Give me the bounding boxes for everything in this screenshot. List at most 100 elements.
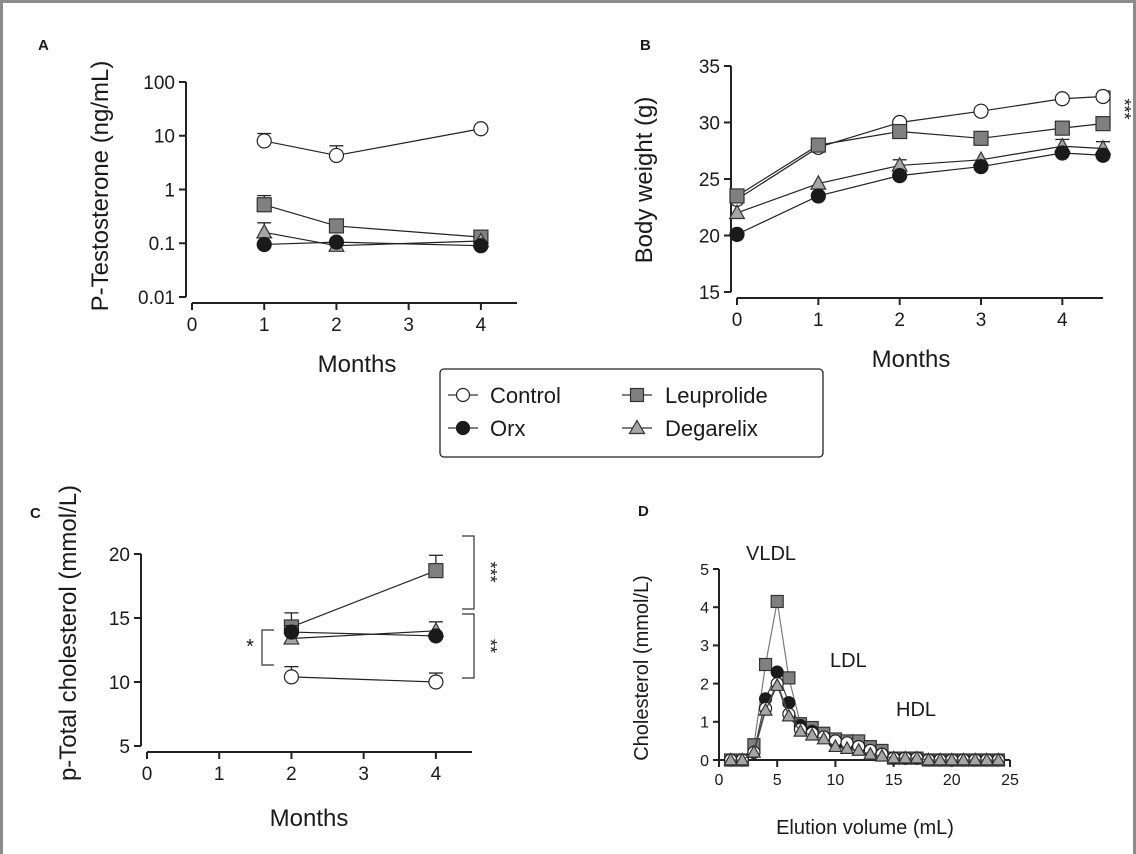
data-point-orx: [729, 226, 745, 242]
data-point-degarelix: [769, 677, 785, 691]
data-point-leuprolide: [782, 671, 796, 685]
panel-b-xtick-label: 2: [894, 310, 905, 331]
sig-label-b: ***: [1114, 98, 1134, 119]
series-line-orx: [291, 631, 436, 637]
panel-d-xlabel: Elution volume (mL): [776, 817, 954, 839]
panel-c-ytick-label: 10: [109, 673, 130, 694]
data-point-orx: [328, 234, 345, 250]
series-degarelix: [723, 677, 1006, 766]
panel-d-ytick-label: 1: [700, 715, 709, 732]
legend-box: [439, 368, 824, 458]
data-point-leuprolide: [973, 130, 989, 146]
panel-d-xtick-label: 15: [885, 772, 903, 789]
data-point-degarelix: [956, 752, 971, 766]
panel-a-ytick-label: 10: [154, 127, 175, 148]
data-point-degarelix: [839, 740, 855, 754]
panel-d-ylabel: Cholesterol (mmol/L): [631, 575, 653, 761]
data-point-leuprolide: [729, 188, 745, 204]
data-point-degarelix: [723, 752, 738, 766]
legend-label-degarelix: Degarelix: [665, 416, 758, 441]
series-line-leuprolide: [291, 570, 437, 628]
panel-b-xtick-label: 1: [813, 310, 824, 331]
panel-c-xtick-label: 2: [286, 764, 297, 785]
panel-a-xtick-label: 4: [476, 315, 487, 336]
panel-a-xtick-label: 0: [187, 315, 198, 336]
data-point-control: [428, 674, 444, 690]
legend-item-leuprolide: Leuprolide: [622, 383, 768, 408]
data-point-degarelix: [728, 203, 746, 220]
data-point-control: [1054, 91, 1070, 107]
data-point-degarelix: [851, 742, 866, 756]
data-point-orx: [973, 158, 989, 175]
sig-bracket-c-upper: ***: [462, 535, 500, 610]
panel-c-xlabel: Months: [270, 805, 349, 832]
panel-c-plot: 5 10 15 20 0 1 2 3 4: [109, 545, 472, 785]
panel-d-xtick-label: 0: [715, 772, 724, 789]
data-point-degarelix: [944, 752, 960, 766]
data-point-control: [256, 133, 272, 149]
data-point-leuprolide: [892, 123, 908, 140]
panel-a-ytick-label: 0.1: [149, 234, 175, 255]
panel-c-ytick-label: 15: [109, 609, 130, 630]
panel-d-xtick-label: 25: [1001, 772, 1019, 789]
panel-d-xtick-label: 5: [773, 772, 782, 789]
data-point-orx: [256, 236, 272, 253]
data-point-leuprolide: [770, 594, 784, 609]
panel-a-plot: 0.01 0.1 1 10 100 0 1 2 3 4: [138, 73, 517, 336]
series-line-leuprolide: [264, 204, 481, 238]
legend-item-control: Control: [448, 383, 561, 408]
legend-label-control: Control: [490, 383, 561, 408]
series-leuprolide: [283, 554, 444, 635]
data-point-control: [328, 147, 345, 164]
data-point-orx: [428, 628, 444, 644]
panel-b-ytick-label: 30: [699, 113, 720, 134]
data-point-orx: [473, 238, 489, 254]
panel-b-xtick-label: 4: [1057, 310, 1068, 331]
panel-c-ylabel: p-Total cholesterol (mmol/L): [55, 485, 82, 781]
panel-c-xtick-label: 3: [358, 764, 369, 785]
ldl-label: LDL: [830, 650, 867, 672]
data-point-leuprolide: [1054, 120, 1070, 136]
sig-bracket-c-lower: **: [462, 613, 500, 679]
panel-c-xtick-label: 1: [214, 764, 225, 785]
data-point-orx: [892, 168, 908, 184]
series-line-control: [736, 95, 1104, 200]
sig-label-c-left: *: [246, 636, 254, 658]
sig-label-c-upper: ***: [480, 561, 500, 582]
panel-b-ylabel: Body weight (g): [631, 97, 658, 264]
data-point-degarelix: [828, 738, 843, 753]
panel-label-a: A: [38, 37, 49, 54]
series-leuprolide: [256, 194, 489, 245]
data-point-degarelix: [897, 750, 913, 764]
data-point-control: [1095, 88, 1111, 105]
data-point-control: [973, 103, 989, 119]
panel-b-ytick-label: 35: [699, 57, 720, 78]
panel-a-xtick-label: 2: [331, 315, 342, 336]
panel-a-xtick-label: 1: [259, 315, 270, 336]
panel-b-ytick-label: 25: [699, 170, 720, 191]
panel-b-plot: 15 20 25 30 35 0 1 2 3 4: [699, 57, 1112, 331]
data-point-leuprolide: [810, 137, 826, 153]
data-point-degarelix: [991, 752, 1006, 766]
data-point-degarelix: [886, 750, 901, 764]
series-orx: [283, 624, 444, 644]
panel-c-xtick-label: 0: [142, 764, 153, 785]
series-line-degarelix: [291, 630, 436, 640]
series-control: [256, 121, 489, 164]
data-point-orx: [810, 188, 826, 204]
panel-a-xtick-label: 3: [403, 315, 414, 336]
sig-label-c-lower: **: [480, 639, 500, 653]
data-point-degarelix: [874, 748, 890, 762]
data-point-degarelix: [758, 702, 773, 716]
series-leuprolide: [729, 116, 1111, 204]
legend-label-leuprolide: Leuprolide: [665, 383, 768, 408]
series-line-leuprolide: [736, 123, 1104, 197]
panel-a-ylabel: P-Testosterone (ng/mL): [87, 61, 114, 312]
panel-label-b: B: [640, 37, 651, 54]
panel-a-ytick-label: 1: [164, 180, 175, 201]
data-point-orx: [1095, 147, 1111, 163]
panel-a-ytick-label: 0.01: [138, 288, 175, 309]
data-point-degarelix: [909, 750, 925, 764]
data-point-degarelix: [793, 723, 808, 737]
